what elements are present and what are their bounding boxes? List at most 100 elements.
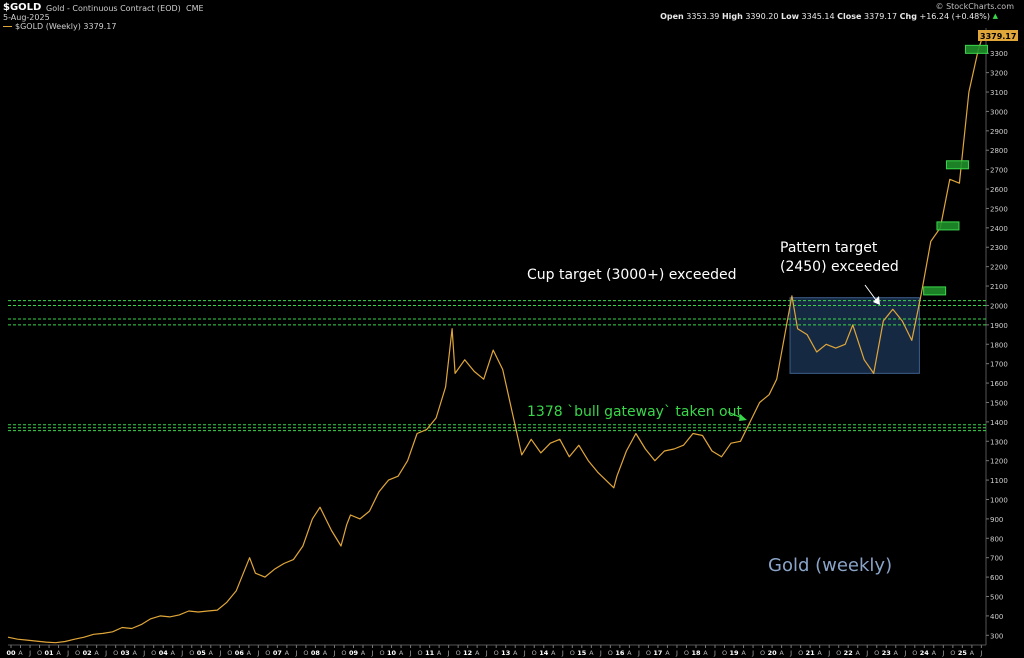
y-tick-label: 1400 (990, 419, 1008, 427)
bull-gateway-annotation: 1378 `bull gateway` taken out (527, 404, 742, 420)
low-label: Low (780, 12, 799, 21)
x-tick-label: 07 (273, 649, 282, 657)
x-tick-label: A (932, 649, 937, 657)
x-tick-label: O (37, 649, 42, 657)
x-tick-label: O (494, 649, 499, 657)
y-tick-label: 2200 (990, 264, 1008, 272)
x-tick-label: J (713, 649, 716, 657)
x-tick-label: 11 (425, 649, 435, 657)
y-tick-label: 1700 (990, 361, 1008, 369)
y-tick-label: 1200 (990, 458, 1008, 466)
x-tick-label: 19 (730, 649, 740, 657)
y-tick-label: 600 (990, 574, 1003, 582)
x-tick-label: O (151, 649, 156, 657)
legend-swatch (3, 26, 12, 27)
x-tick-label: 01 (45, 649, 55, 657)
x-tick-label: O (379, 649, 384, 657)
high-label: High (721, 12, 743, 21)
x-tick-label: J (485, 649, 488, 657)
date-label: 5-Aug-2025 (3, 13, 50, 22)
y-tick-label: 2800 (990, 147, 1008, 155)
horizontal-lines-layer (8, 300, 986, 432)
y-tick-label: 1900 (990, 322, 1008, 330)
x-tick-label: 03 (121, 649, 130, 657)
x-tick-label: O (760, 649, 765, 657)
x-tick-label: O (722, 649, 727, 657)
x-tick-label: O (646, 649, 651, 657)
cup-target-annotation: Cup target (3000+) exceeded (527, 267, 736, 283)
y-tick-label: 300 (990, 632, 1003, 640)
x-tick-label: A (855, 649, 860, 657)
open-value: 3353.39 (686, 12, 720, 21)
x-tick-label: A (817, 649, 822, 657)
x-tick-label: J (827, 649, 830, 657)
x-tick-label: O (912, 649, 917, 657)
chg-value: +16.24 (+0.48%) (919, 12, 990, 21)
x-tick-label: 00 (6, 649, 16, 657)
pattern-target-box (789, 297, 920, 374)
y-tick-label: 900 (990, 516, 1003, 524)
close-label: Close (837, 12, 862, 21)
y-tick-label: 1000 (990, 496, 1008, 504)
x-tick-label: 14 (539, 649, 549, 657)
y-tick-label: 3100 (990, 89, 1008, 97)
x-tick-label: A (361, 649, 366, 657)
x-tick-label: J (28, 649, 31, 657)
x-tick-label: A (513, 649, 518, 657)
symbol-label: $GOLD (3, 2, 42, 13)
y-tick-label: 2400 (990, 225, 1008, 233)
ohlc-readout: Open 3353.39 High 3390.20 Low 3345.14 Cl… (660, 12, 990, 21)
x-tick-label: J (142, 649, 145, 657)
target-marker (945, 160, 969, 170)
x-tick-label: J (294, 649, 297, 657)
x-tick-label: O (75, 649, 80, 657)
x-tick-label: A (437, 649, 442, 657)
x-tick-label: J (903, 649, 906, 657)
x-tick-label: A (703, 649, 708, 657)
y-tick-label: 700 (990, 555, 1003, 563)
x-tick-label: O (303, 649, 308, 657)
gold-price-line (7, 37, 983, 644)
high-value: 3390.20 (745, 12, 779, 21)
last-value-box (978, 30, 1018, 41)
target-marker (936, 221, 960, 231)
x-tick-label: 22 (844, 649, 853, 657)
x-tick-label: J (751, 649, 754, 657)
y-tick-label: 1500 (990, 399, 1008, 407)
x-tick-label: A (323, 649, 328, 657)
x-tick-label: 15 (577, 649, 587, 657)
annotation-layer: Cup target (3000+) exceeded Pattern targ… (527, 240, 899, 576)
x-tick-label: O (684, 649, 689, 657)
x-tick-label: 04 (159, 649, 169, 657)
x-tick-label: A (551, 649, 556, 657)
pattern-arrow-head (873, 296, 880, 305)
x-tick-label: O (418, 649, 423, 657)
x-tick-label: 21 (806, 649, 816, 657)
x-tick-label: J (333, 649, 336, 657)
x-tick-label: A (132, 649, 137, 657)
x-tick-label: A (475, 649, 480, 657)
brand-label: © StockCharts.com (935, 2, 1014, 11)
x-tick-label: 20 (768, 649, 778, 657)
y-tick-label: 800 (990, 535, 1003, 543)
low-value: 3345.14 (801, 12, 835, 21)
chart-header: $GOLD Gold - Continuous Contract (EOD) C… (0, 0, 1024, 31)
x-tick-label: 25 (958, 649, 968, 657)
x-tick-label: O (570, 649, 575, 657)
x-tick-label: 17 (653, 649, 662, 657)
x-tick-label: J (371, 649, 374, 657)
x-tick-label: J (523, 649, 526, 657)
x-tick-label: 05 (197, 649, 207, 657)
x-tick-label: J (409, 649, 412, 657)
exchange-label: CME (186, 4, 204, 13)
up-arrow-icon: ▲ (992, 12, 998, 20)
x-tick-label: J (865, 649, 868, 657)
x-tick-label: J (66, 649, 69, 657)
y-tick-label: 2100 (990, 283, 1008, 291)
x-tick-label: O (227, 649, 232, 657)
x-tick-label: A (665, 649, 670, 657)
x-tick-label: A (18, 649, 23, 657)
target-markers-layer (923, 44, 988, 296)
x-tick-label: O (456, 649, 461, 657)
